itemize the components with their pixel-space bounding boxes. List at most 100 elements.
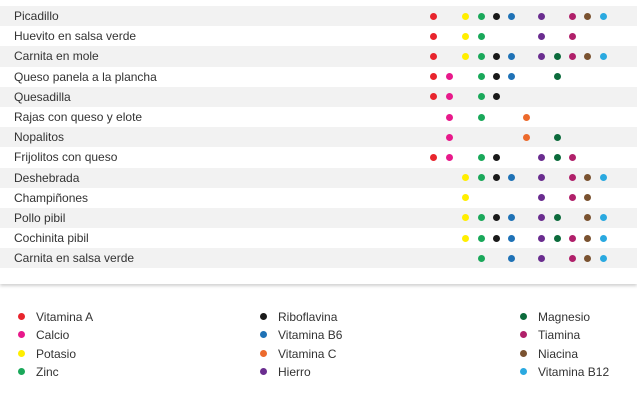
dot-zinc [477, 73, 485, 81]
row-label: Pollo pibil [14, 210, 66, 225]
dot-vitamina-a [429, 32, 437, 40]
table-row: Picadillo [0, 6, 637, 27]
dot-zinc [477, 174, 485, 182]
dot-zinc [477, 32, 485, 40]
legend-label: Vitamina B6 [278, 328, 343, 343]
dot-niacina [583, 234, 591, 242]
row-label: Deshebrada [14, 170, 80, 185]
dot-vitamina-a [429, 93, 437, 101]
legend-label: Niacina [538, 346, 579, 361]
dot-vitamina-b6 [507, 174, 515, 182]
legend-swatch [520, 331, 527, 339]
legend-label: Magnesio [538, 310, 591, 324]
table-row: Quesadilla [0, 86, 637, 107]
row-label: Carnita en mole [14, 49, 99, 64]
dot-tiamina [568, 194, 576, 202]
dot-potasio [461, 12, 469, 20]
dot-riboflavina [492, 73, 500, 81]
table-row: Nopalitos [0, 127, 637, 148]
dot-riboflavina [492, 214, 500, 222]
dot-zinc [477, 214, 485, 222]
legend-label: Tiamina [538, 328, 581, 343]
dot-vitamina-b12 [599, 174, 607, 182]
legend-label: Calcio [36, 328, 70, 343]
dot-potasio [461, 214, 469, 222]
legend-label: Potasio [36, 346, 77, 361]
dot-magnesio [553, 133, 561, 141]
dot-tiamina [568, 174, 576, 182]
dot-vitamina-b12 [599, 254, 607, 262]
table-row: Cochinita pibil [0, 228, 637, 248]
legend-label: Hierro [278, 364, 311, 379]
row-label: Cochinita pibil [14, 231, 89, 246]
dot-potasio [461, 32, 469, 40]
dot-tiamina [568, 153, 576, 161]
dot-hierro [537, 234, 545, 242]
dot-niacina [583, 174, 591, 182]
legend-swatch [520, 349, 527, 357]
dot-hierro [537, 194, 545, 202]
dot-potasio [461, 234, 469, 242]
row-label: Carnita en salsa verde [14, 251, 135, 266]
dot-vitamina-a [429, 73, 437, 81]
legend-swatch [18, 331, 25, 339]
nutrient-legend: Vitamina A Calcio Potasio Zinc Riboflavina Vi… [0, 308, 637, 388]
dot-vitamina-b12 [599, 214, 607, 222]
dot-potasio [461, 52, 469, 60]
dot-riboflavina [492, 52, 500, 60]
dot-tiamina [568, 32, 576, 40]
dot-calcio [445, 73, 453, 81]
dot-tiamina [568, 234, 576, 242]
dot-vitamina-b6 [507, 254, 515, 262]
dot-niacina [583, 52, 591, 60]
dot-potasio [461, 174, 469, 182]
dot-potasio [461, 194, 469, 202]
dot-zinc [477, 113, 485, 121]
legend-swatch [18, 313, 25, 320]
dot-zinc [477, 93, 485, 101]
legend-label: Vitamina C [278, 346, 337, 361]
legend-swatch [520, 313, 527, 320]
table-row: Huevito en salsa verde [0, 26, 637, 46]
legend-label: Vitamina A [36, 310, 94, 324]
dot-magnesio [553, 214, 561, 222]
row-label: Huevito en salsa verde [14, 29, 137, 44]
dot-riboflavina [492, 93, 500, 101]
table-row: Deshebrada [0, 167, 637, 188]
dot-zinc [477, 12, 485, 20]
dot-calcio [445, 153, 453, 161]
table-row: Carnita en salsa verde [0, 248, 637, 269]
legend-swatch [18, 367, 25, 375]
row-label: Queso panela a la plancha [14, 69, 157, 84]
row-label: Nopalitos [14, 130, 65, 145]
dot-tiamina [568, 12, 576, 20]
dot-niacina [583, 214, 591, 222]
dot-magnesio [553, 52, 561, 60]
table-row: Rajas con queso y elote [0, 107, 637, 127]
dot-vitamina-b6 [507, 234, 515, 242]
dot-vitamina-a [429, 52, 437, 60]
dot-magnesio [553, 153, 561, 161]
dot-niacina [583, 12, 591, 20]
dot-hierro [537, 254, 545, 262]
dot-zinc [477, 254, 485, 262]
row-label: Champiñones [14, 190, 89, 205]
legend-swatch [260, 367, 267, 375]
table-row: Queso panela a la plancha [0, 67, 637, 87]
dot-calcio [445, 133, 453, 141]
legend-swatch [260, 331, 267, 339]
dot-vitamina-a [429, 12, 437, 20]
dot-hierro [537, 52, 545, 60]
dot-vitamina-b12 [599, 52, 607, 60]
dot-zinc [477, 153, 485, 161]
dot-hierro [537, 12, 545, 20]
legend-label: Zinc [36, 364, 59, 379]
legend-swatch [260, 349, 267, 357]
dot-hierro [537, 153, 545, 161]
table-row: Frijolitos con queso [0, 147, 637, 167]
table-row: Champiñones [0, 188, 637, 208]
table-row: Pollo pibil [0, 207, 637, 229]
legend-swatch [520, 367, 527, 375]
dot-tiamina [568, 254, 576, 262]
dot-niacina [583, 194, 591, 202]
